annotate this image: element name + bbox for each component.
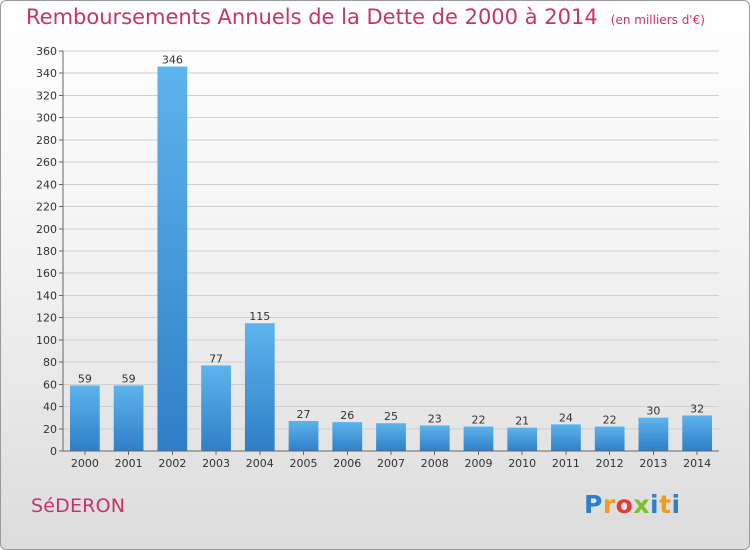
bar <box>113 385 144 451</box>
bar-value-label: 21 <box>515 415 529 428</box>
bar-value-label: 77 <box>209 352 223 365</box>
bar <box>551 424 581 451</box>
x-tick-label: 2009 <box>464 457 492 470</box>
y-tick-label: 40 <box>43 401 57 414</box>
bar <box>594 426 625 451</box>
x-tick-label: 2000 <box>71 457 99 470</box>
bar-value-label: 22 <box>471 414 485 427</box>
bar <box>201 365 231 451</box>
bar <box>69 385 100 451</box>
x-tick-label: 2007 <box>377 457 405 470</box>
x-tick-label: 2006 <box>333 457 361 470</box>
y-tick-label: 180 <box>36 245 57 258</box>
y-tick-label: 0 <box>50 445 57 458</box>
x-tick-label: 2004 <box>246 457 274 470</box>
bar-value-label: 346 <box>162 54 183 67</box>
bar-value-label: 22 <box>603 414 617 427</box>
y-tick-label: 220 <box>36 201 57 214</box>
logo-letter: r <box>602 490 616 519</box>
proxiti-logo: Proxiti <box>584 490 681 519</box>
bar-value-label: 30 <box>646 405 660 418</box>
bar <box>376 423 406 451</box>
y-tick-label: 280 <box>36 134 57 147</box>
bar <box>332 422 363 451</box>
y-tick-label: 140 <box>36 289 57 302</box>
y-tick-label: 80 <box>43 356 57 369</box>
bar-value-label: 26 <box>340 409 354 422</box>
commune-name: SéDERON <box>31 495 126 517</box>
bar <box>244 323 275 451</box>
logo-letter: P <box>584 490 603 519</box>
y-tick-label: 240 <box>36 178 57 191</box>
bar-value-label: 32 <box>690 402 704 415</box>
y-tick-label: 300 <box>36 112 57 125</box>
bar-value-label: 24 <box>559 411 573 424</box>
x-tick-label: 2011 <box>552 457 580 470</box>
logo-letter: o <box>615 490 634 519</box>
bar <box>682 415 713 451</box>
x-tick-label: 2010 <box>508 457 536 470</box>
y-tick-label: 200 <box>36 223 57 236</box>
x-tick-label: 2003 <box>202 457 230 470</box>
y-tick-label: 320 <box>36 89 57 102</box>
chart-unit: (en milliers d'€) <box>610 13 705 27</box>
y-tick-label: 20 <box>43 423 57 436</box>
x-tick-label: 2012 <box>596 457 624 470</box>
bar <box>463 426 494 451</box>
bar-value-label: 59 <box>122 372 136 385</box>
bar-value-label: 59 <box>78 372 92 385</box>
chart-title-row: Remboursements Annuels de la Dette de 20… <box>26 5 705 29</box>
x-tick-label: 2013 <box>639 457 667 470</box>
y-tick-label: 260 <box>36 156 57 169</box>
bar-value-label: 115 <box>249 310 270 323</box>
bar-value-label: 27 <box>297 408 311 421</box>
bar-value-label: 23 <box>428 412 442 425</box>
x-tick-label: 2002 <box>158 457 186 470</box>
logo-letter: i <box>650 490 660 519</box>
logo-letter: i <box>671 490 681 519</box>
y-tick-label: 120 <box>36 312 57 325</box>
bar <box>507 427 538 451</box>
y-tick-label: 340 <box>36 67 57 80</box>
bar-value-label: 25 <box>384 410 398 423</box>
y-tick-label: 360 <box>36 45 57 58</box>
y-tick-label: 100 <box>36 334 57 347</box>
logo-letter: t <box>659 490 672 519</box>
bar <box>419 425 450 451</box>
x-tick-label: 2001 <box>115 457 143 470</box>
x-tick-label: 2008 <box>421 457 449 470</box>
bar <box>157 66 188 452</box>
y-tick-label: 60 <box>43 378 57 391</box>
bar <box>288 421 319 451</box>
y-tick-label: 160 <box>36 267 57 280</box>
x-tick-label: 2014 <box>683 457 711 470</box>
logo-letter: x <box>633 490 650 519</box>
bar <box>638 417 669 451</box>
x-tick-label: 2005 <box>290 457 318 470</box>
chart-title: Remboursements Annuels de la Dette de 20… <box>26 5 598 29</box>
